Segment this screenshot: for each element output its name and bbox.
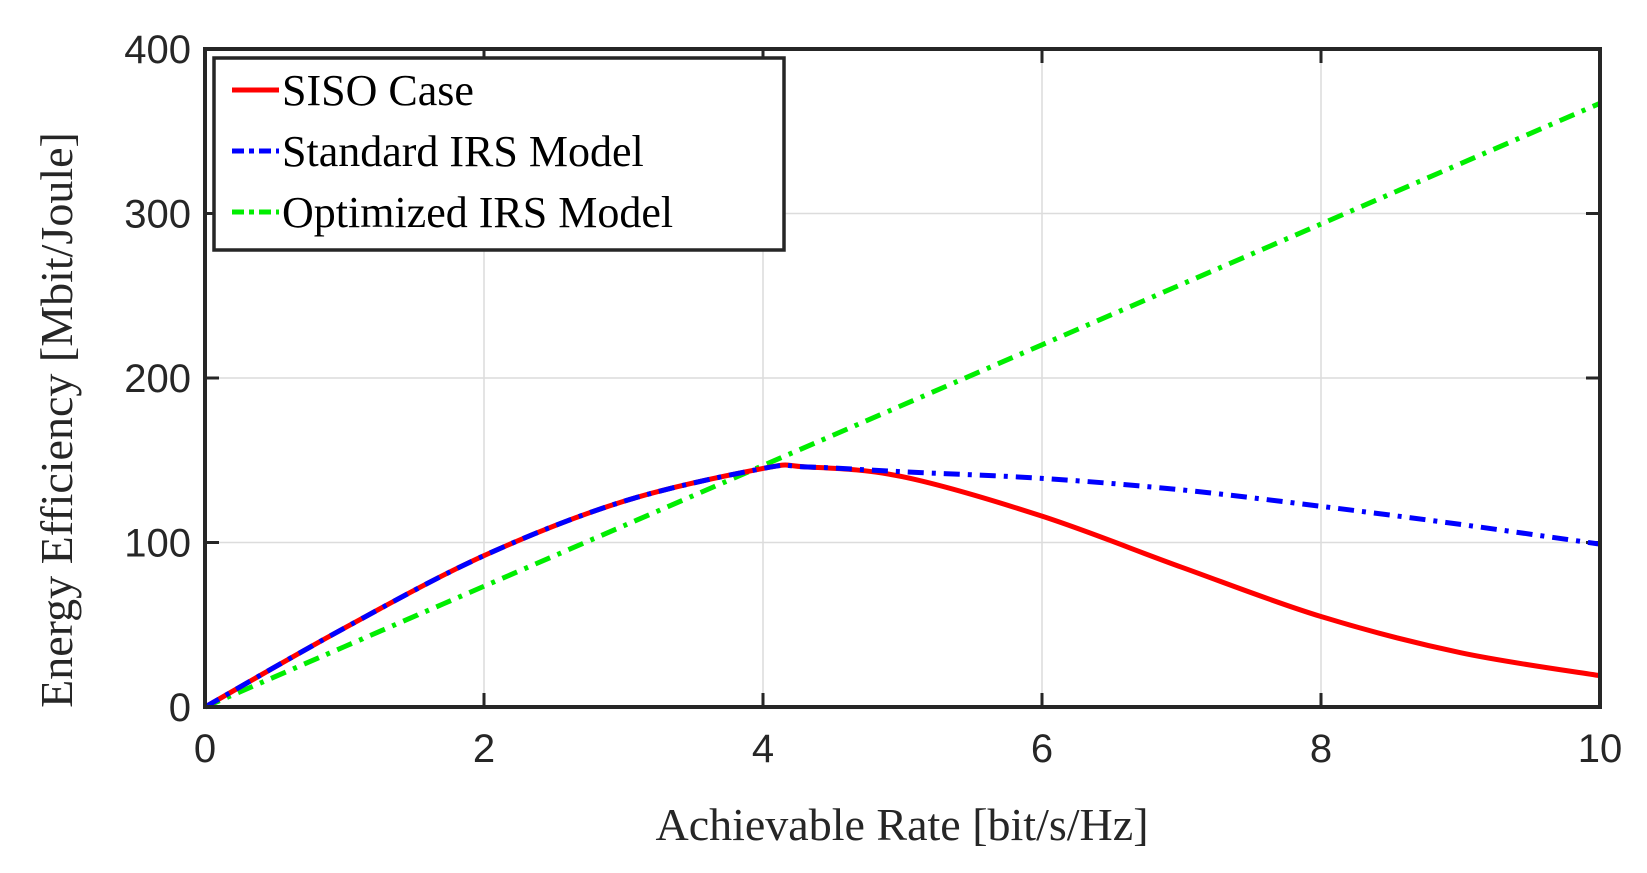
y-tick-label: 200 — [124, 357, 191, 401]
x-tick-label: 4 — [752, 727, 774, 771]
x-tick-label: 8 — [1310, 727, 1332, 771]
y-tick-label: 100 — [124, 522, 191, 566]
y-tick-label: 400 — [124, 28, 191, 72]
x-tick-label: 6 — [1031, 727, 1053, 771]
legend: SISO Case Standard IRS Model Optimized IRS… — [212, 56, 786, 252]
x-tick-label: 2 — [473, 727, 495, 771]
y-axis-label: Energy Efficiency [Mbit/Joule] — [31, 132, 82, 708]
x-axis-label: Achievable Rate [bit/s/Hz] — [655, 799, 1148, 850]
legend-label: Standard IRS Model — [282, 127, 644, 176]
axes-box — [203, 47, 1602, 709]
y-tick-label: 0 — [169, 686, 191, 730]
series-line-2 — [204, 100, 1601, 710]
series-line-0 — [203, 462, 1601, 710]
series-lines — [203, 100, 1601, 710]
legend-label: SISO Case — [282, 66, 474, 115]
legend-label: Optimized IRS Model — [282, 188, 673, 237]
legend-box — [212, 56, 786, 252]
series-line-1 — [203, 462, 1601, 710]
x-tick-label: 0 — [194, 727, 216, 771]
y-tick-label: 300 — [124, 193, 191, 237]
x-tick-label: 10 — [1578, 727, 1623, 771]
